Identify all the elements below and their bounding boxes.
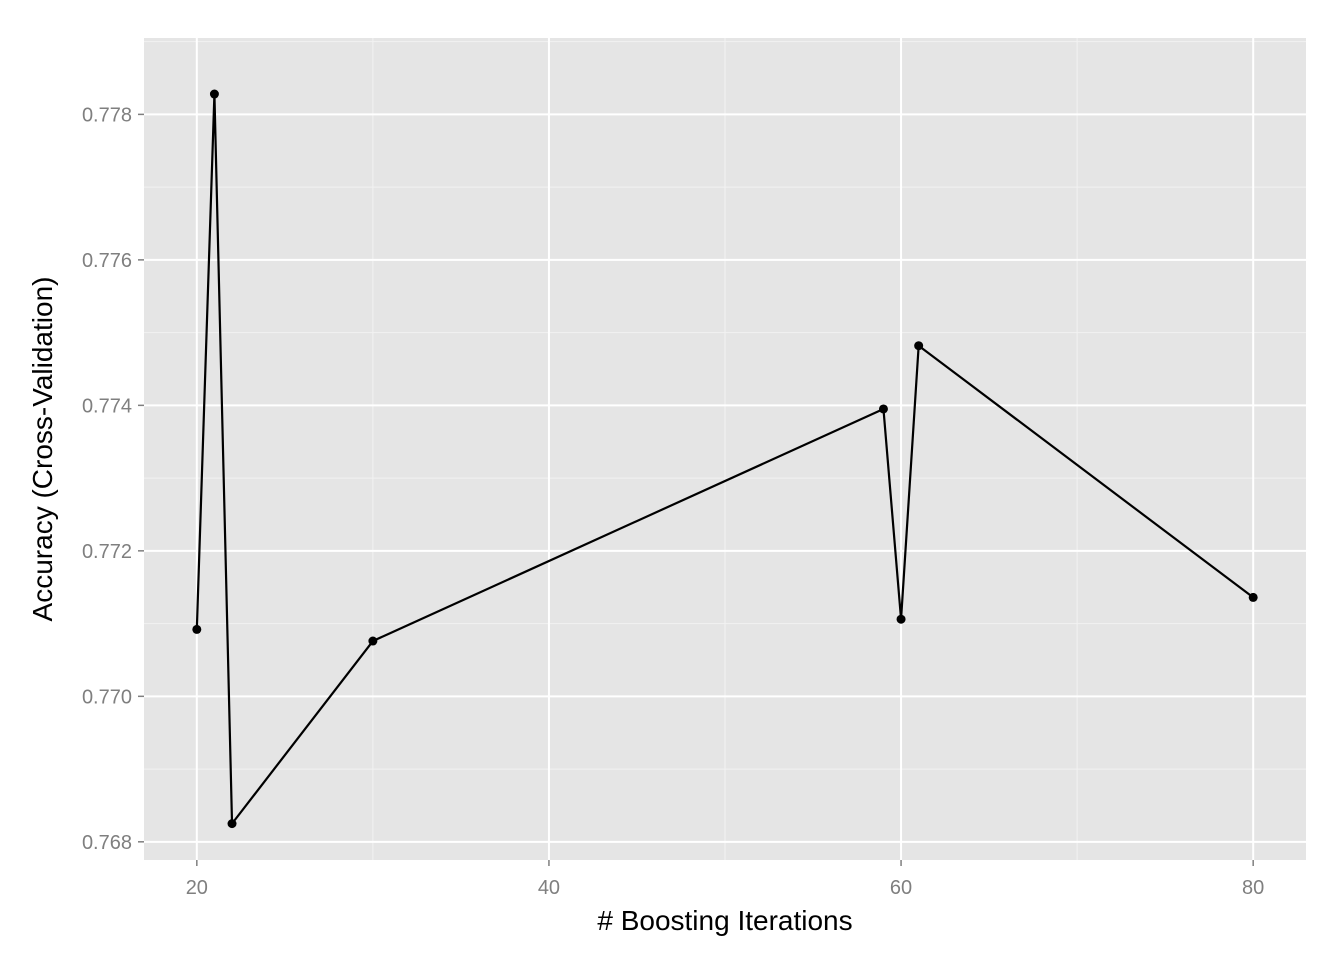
data-point <box>227 819 237 829</box>
y-tick-label: 0.778 <box>82 104 132 126</box>
y-tick-label: 0.776 <box>82 250 132 272</box>
axis-ticks <box>138 113 1254 866</box>
major-gridlines <box>144 38 1306 860</box>
data-points <box>192 89 1258 829</box>
y-tick-label: 0.770 <box>82 686 132 708</box>
y-tick-label: 0.772 <box>82 541 132 563</box>
y-axis-title: Accuracy (Cross-Validation) <box>27 277 58 622</box>
minor-gridlines <box>144 38 1306 860</box>
x-axis-title: # Boosting Iterations <box>597 905 852 936</box>
y-tick-label: 0.774 <box>82 395 132 417</box>
series-line <box>195 92 1254 825</box>
x-tick-label: 60 <box>890 877 912 899</box>
x-tick-labels: 20 40 60 80 <box>186 877 1265 899</box>
x-tick-label: 40 <box>538 877 560 899</box>
data-point <box>1248 592 1258 602</box>
data-point <box>192 624 202 634</box>
data-point <box>368 636 378 646</box>
data-point <box>914 341 924 351</box>
data-point <box>878 404 888 414</box>
y-tick-label: 0.768 <box>82 832 132 854</box>
data-point <box>209 89 219 99</box>
series-lines <box>195 92 1254 825</box>
y-tick-labels: 0.768 0.770 0.772 0.774 0.776 0.778 <box>82 104 132 853</box>
x-tick-label: 20 <box>186 877 208 899</box>
data-point <box>896 614 906 624</box>
x-tick-label: 80 <box>1242 877 1264 899</box>
